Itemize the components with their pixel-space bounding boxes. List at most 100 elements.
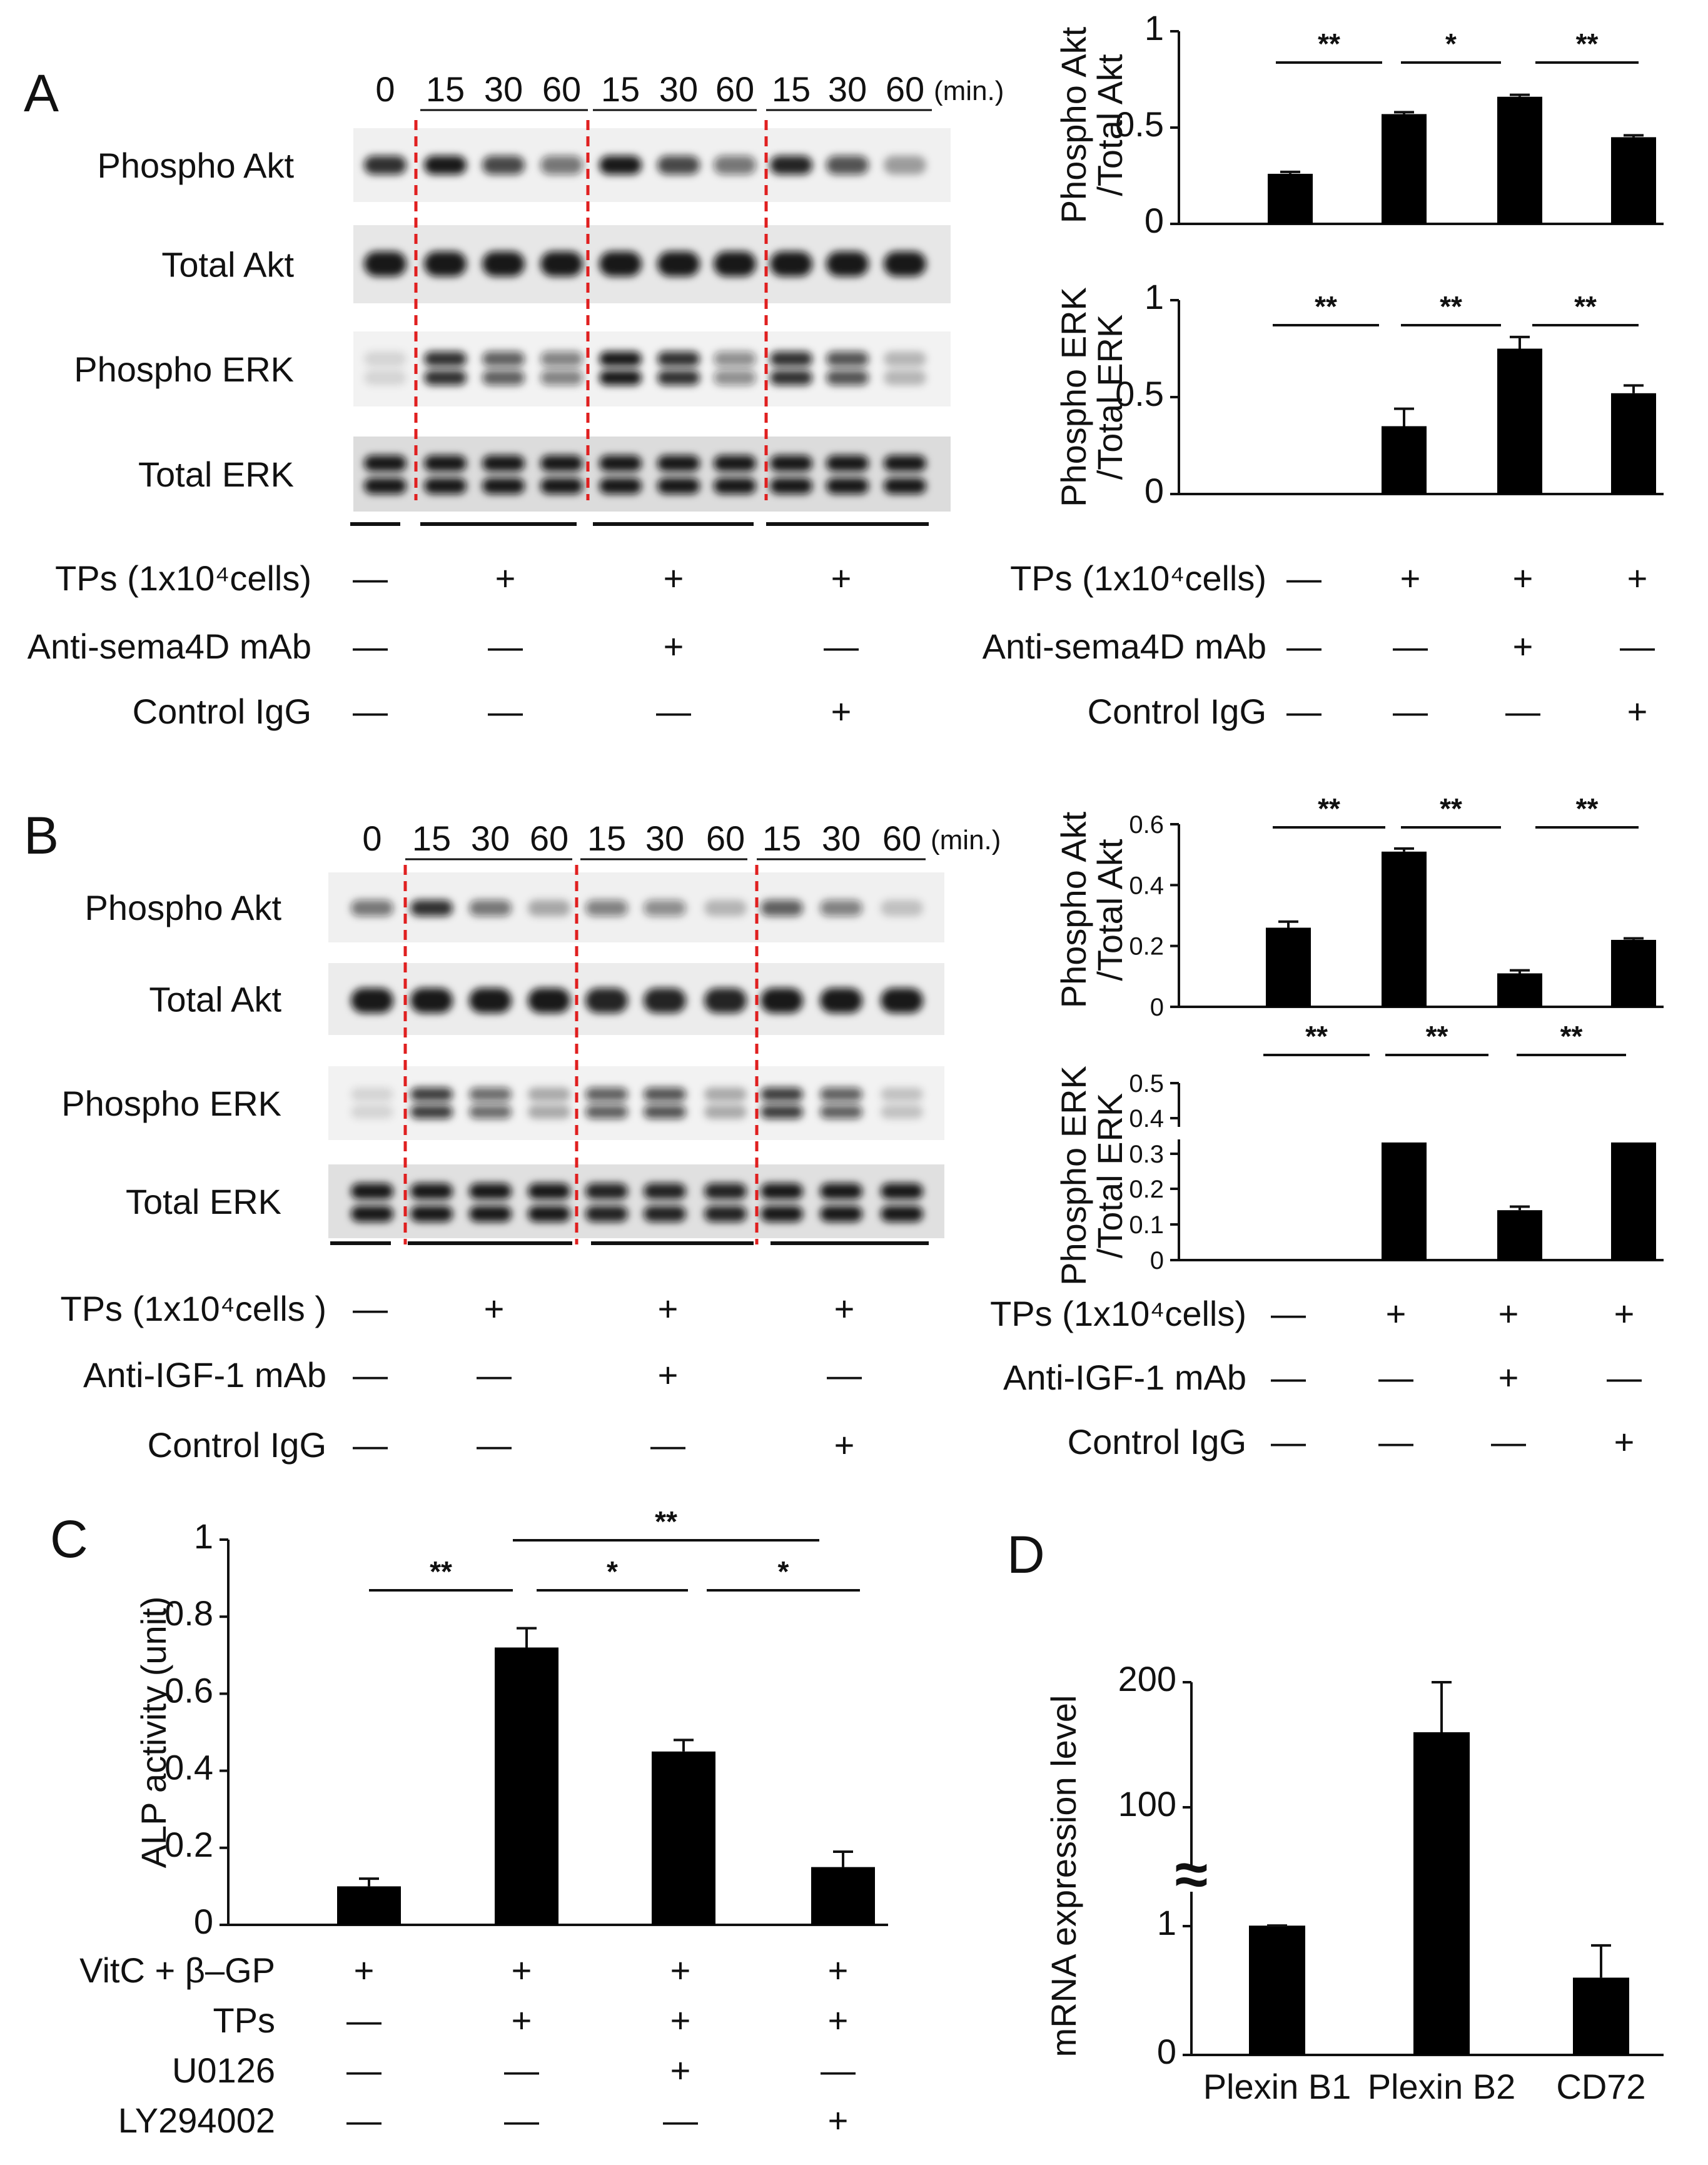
blot-band [770,351,812,366]
bar [1611,137,1656,224]
blot-band [482,251,525,276]
y-axis-label: /Total Akt [1090,839,1129,981]
time-label: 15 [762,819,801,858]
blot-band [704,1206,747,1222]
blot-band [599,370,642,385]
y-axis-label: /Total Akt [1090,54,1129,196]
condition-value: + [1400,558,1421,598]
y-tick-label: 0 [1150,1247,1164,1274]
significance-marker: * [607,1555,618,1588]
blot-band [820,900,862,916]
panel-label-b: B [24,806,59,865]
condition-label: U0126 [172,2051,275,2090]
blot-strip [328,1066,944,1140]
blot-band [644,900,686,916]
y-tick-label: 200 [1118,1659,1176,1698]
time-label: 0 [375,69,395,109]
y-axis-label: Phospho Akt [1054,811,1093,1008]
blot-band [657,351,700,366]
time-label: 15 [587,819,626,858]
blot-band [881,1206,923,1222]
blot-band [528,1183,570,1199]
blot-band [826,251,869,276]
blot-band [704,900,747,916]
y-axis-label: Phospho ERK [1054,287,1093,507]
y-tick-label: 0 [1145,471,1164,510]
blot-band [704,1183,747,1199]
y-tick-label: 0 [194,1902,213,1941]
condition-value: — [1271,1422,1306,1461]
time-label: 60 [886,69,924,109]
significance-marker: ** [1315,290,1337,323]
blot-row-label: Phospho Akt [98,146,295,185]
condition-value: + [834,1289,855,1328]
condition-label: Anti-sema4D mAb [983,627,1266,666]
time-label: 15 [772,69,811,109]
significance-marker: ** [1305,1020,1328,1052]
bar [1573,1977,1629,2055]
condition-value: + [1498,1358,1519,1397]
time-label: 30 [659,69,698,109]
y-tick-label: 1 [194,1517,213,1556]
blot-row-label: Total ERK [126,1182,281,1221]
blot-band [424,351,467,366]
blot-band [826,370,869,385]
condition-value: — [346,2051,382,2090]
blot-band [585,1206,628,1222]
blot-band [482,351,525,366]
condition-value: — [821,2051,856,2090]
blot-figure-a: 0 15 30 60 15 30 60 15 30 60 (min.) Phospho Akt Tota… [74,69,1004,526]
blot-band [881,900,923,916]
condition-table-b: TPs (1x10⁴cells ) — + + + Anti-IGF-1 mAb — — + — C… [61,1289,862,1465]
blot-row-label: Phospho ERK [74,350,294,389]
condition-label: TPs (1x10⁴cells ) [61,1289,327,1328]
blot-strip [353,331,951,406]
y-axis-label: Phospho Akt [1054,26,1093,223]
bar [1497,1210,1542,1260]
blot-band [482,478,525,494]
y-axis-label: /Total ERK [1090,315,1129,480]
condition-value: + [1614,1422,1635,1461]
blot-band [826,156,869,174]
condition-value: — [477,1355,512,1395]
condition-value: + [1498,1294,1519,1333]
time-label: 60 [530,819,568,858]
significance-marker: ** [1576,28,1599,60]
condition-label: VitC + β–GP [79,1951,275,1990]
category-label: CD72 [1556,2067,1645,2106]
significance-marker: * [1445,28,1457,60]
blot-band [881,1105,923,1119]
significance-marker: * [778,1555,789,1588]
condition-value: — [353,1355,388,1395]
bar [1249,1925,1305,2055]
blot-band [540,478,583,494]
blot-band [351,988,393,1013]
condition-value: — [1505,692,1540,731]
blot-band [410,1183,453,1199]
condition-value: + [831,558,852,598]
condition-value: + [828,1951,849,1990]
condition-value: + [670,2001,691,2040]
blot-band [644,1206,686,1222]
blot-band [820,1183,862,1199]
time-unit-label: (min.) [931,825,1001,855]
blot-band [469,1105,512,1119]
condition-label: TPs [213,2001,275,2040]
blot-band [482,156,525,174]
y-axis-label: /Total ERK [1090,1093,1129,1259]
y-axis-label: ALP activity (unit) [134,1597,173,1869]
condition-value: — [1607,1358,1642,1397]
time-label: 15 [601,69,640,109]
panel-label-a: A [24,64,59,123]
blot-band [826,455,869,472]
blot-band [714,478,756,494]
blot-band [585,1088,628,1101]
condition-value: — [1620,627,1655,666]
chart-D_mrna: 0 1 100 200 mRNA expression level Plexin B1 Pl… [1044,1659,1664,2106]
bar [811,1867,875,1925]
y-tick-label: 0 [1150,994,1164,1021]
condition-value: — [1271,1294,1306,1333]
condition-value: — [650,1425,685,1465]
blot-band [424,251,467,276]
